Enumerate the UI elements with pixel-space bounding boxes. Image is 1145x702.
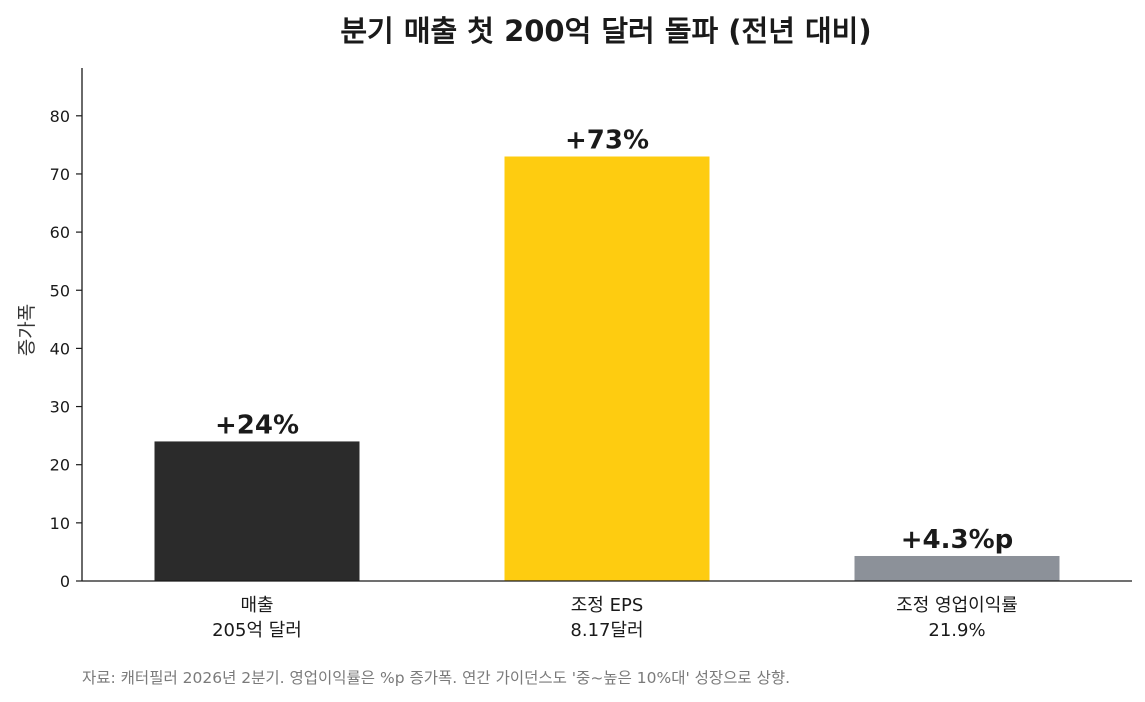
x-category-label: 21.9% bbox=[928, 620, 985, 641]
y-tick-label: 30 bbox=[50, 398, 70, 417]
x-category-label: 조정 EPS bbox=[571, 595, 644, 616]
x-category-label: 8.17달러 bbox=[570, 620, 643, 641]
x-category-label: 조정 영업이익률 bbox=[896, 595, 1018, 616]
y-tick-label: 40 bbox=[50, 339, 70, 358]
y-tick-label: 10 bbox=[50, 514, 70, 533]
y-axis-label: 증가폭 bbox=[16, 304, 38, 356]
y-axis-ticks: 0 10 20 30 40 50 60 70 80 bbox=[50, 107, 82, 591]
footnote: 자료: 캐터필러 2026년 2분기. 영업이익률은 %p 증가폭. 연간 가이… bbox=[82, 669, 790, 687]
bar bbox=[504, 156, 710, 581]
y-tick-label: 0 bbox=[60, 572, 70, 591]
chart-title: 분기 매출 첫 200억 달러 돌파 (전년 대비) bbox=[340, 14, 871, 48]
bars bbox=[154, 156, 1060, 581]
x-category-label: 205억 달러 bbox=[212, 620, 302, 641]
bar-value-label: +73% bbox=[565, 126, 649, 156]
bar-value-label: +24% bbox=[215, 410, 299, 440]
bar bbox=[854, 555, 1060, 581]
x-category-label: 매출 bbox=[240, 595, 273, 616]
x-axis-labels: 매출 205억 달러 조정 EPS 8.17달러 조정 영업이익률 21.9% bbox=[212, 595, 1018, 641]
y-tick-label: 60 bbox=[50, 223, 70, 242]
y-tick-label: 80 bbox=[50, 107, 70, 126]
y-tick-label: 70 bbox=[50, 165, 70, 184]
y-tick-label: 20 bbox=[50, 456, 70, 475]
y-tick-label: 50 bbox=[50, 281, 70, 300]
bar bbox=[154, 441, 360, 581]
bar-value-label: +4.3%p bbox=[901, 525, 1014, 555]
data-labels: +24% +73% +4.3%p bbox=[215, 126, 1013, 555]
